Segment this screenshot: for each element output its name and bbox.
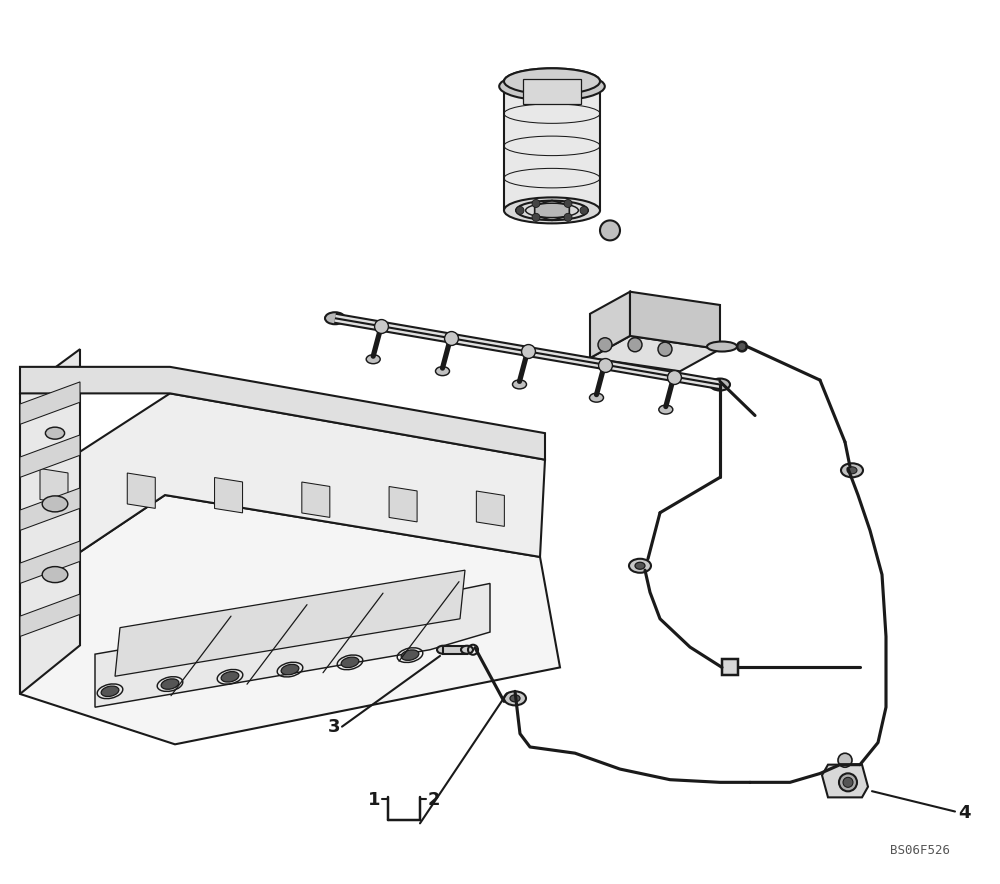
- Ellipse shape: [504, 68, 600, 95]
- Bar: [523, 80, 581, 104]
- Polygon shape: [476, 491, 504, 526]
- Ellipse shape: [371, 594, 419, 617]
- Ellipse shape: [101, 686, 119, 697]
- Polygon shape: [20, 435, 80, 477]
- Polygon shape: [535, 201, 569, 220]
- Circle shape: [843, 777, 853, 788]
- Polygon shape: [20, 382, 80, 424]
- Ellipse shape: [436, 367, 450, 376]
- Polygon shape: [20, 495, 560, 744]
- Polygon shape: [590, 336, 720, 371]
- Ellipse shape: [847, 467, 857, 474]
- Ellipse shape: [251, 625, 279, 639]
- Polygon shape: [389, 486, 417, 522]
- Ellipse shape: [504, 68, 600, 95]
- Ellipse shape: [629, 559, 651, 573]
- Ellipse shape: [504, 197, 600, 224]
- Ellipse shape: [306, 607, 354, 630]
- Text: 1: 1: [368, 791, 380, 810]
- Ellipse shape: [512, 380, 526, 389]
- Polygon shape: [590, 292, 630, 358]
- Polygon shape: [127, 473, 155, 508]
- Ellipse shape: [381, 598, 409, 613]
- Polygon shape: [20, 541, 80, 583]
- Polygon shape: [20, 488, 80, 530]
- Text: 4: 4: [958, 804, 970, 822]
- Ellipse shape: [45, 427, 65, 439]
- Circle shape: [839, 774, 857, 791]
- Ellipse shape: [841, 463, 863, 477]
- Circle shape: [532, 213, 540, 221]
- Ellipse shape: [504, 691, 526, 705]
- Polygon shape: [20, 367, 545, 460]
- Ellipse shape: [316, 612, 344, 626]
- Ellipse shape: [42, 496, 68, 512]
- Polygon shape: [20, 594, 80, 636]
- Circle shape: [600, 220, 620, 240]
- Text: 2: 2: [428, 791, 440, 810]
- Ellipse shape: [341, 657, 359, 667]
- Ellipse shape: [401, 650, 419, 660]
- Polygon shape: [20, 393, 545, 592]
- Bar: [443, 645, 467, 654]
- Ellipse shape: [659, 405, 673, 414]
- Ellipse shape: [635, 562, 645, 569]
- Polygon shape: [40, 469, 68, 504]
- Circle shape: [564, 200, 572, 208]
- Circle shape: [598, 338, 612, 352]
- Ellipse shape: [281, 665, 299, 674]
- Text: 3: 3: [328, 718, 340, 735]
- Polygon shape: [95, 583, 490, 707]
- Ellipse shape: [710, 378, 730, 391]
- Bar: [722, 659, 738, 675]
- Ellipse shape: [590, 393, 604, 402]
- Circle shape: [532, 200, 540, 208]
- Ellipse shape: [221, 672, 239, 682]
- Circle shape: [564, 213, 572, 221]
- Polygon shape: [630, 292, 720, 349]
- Ellipse shape: [325, 312, 345, 324]
- Polygon shape: [822, 765, 868, 797]
- Bar: [504, 81, 600, 210]
- Ellipse shape: [161, 679, 179, 690]
- Ellipse shape: [42, 567, 68, 583]
- Circle shape: [580, 206, 588, 215]
- Ellipse shape: [707, 341, 737, 352]
- Polygon shape: [302, 482, 330, 517]
- Ellipse shape: [499, 72, 605, 101]
- Ellipse shape: [241, 621, 289, 644]
- Ellipse shape: [176, 634, 224, 657]
- Polygon shape: [20, 349, 80, 694]
- Ellipse shape: [437, 645, 449, 654]
- Ellipse shape: [186, 638, 214, 652]
- Circle shape: [738, 342, 746, 351]
- Ellipse shape: [510, 695, 520, 702]
- Polygon shape: [115, 570, 465, 676]
- Circle shape: [838, 753, 852, 767]
- Text: BS06F526: BS06F526: [890, 844, 950, 857]
- Polygon shape: [215, 477, 243, 513]
- Ellipse shape: [366, 354, 380, 363]
- Circle shape: [628, 338, 642, 352]
- Circle shape: [516, 206, 524, 215]
- Ellipse shape: [461, 645, 473, 654]
- Circle shape: [658, 342, 672, 356]
